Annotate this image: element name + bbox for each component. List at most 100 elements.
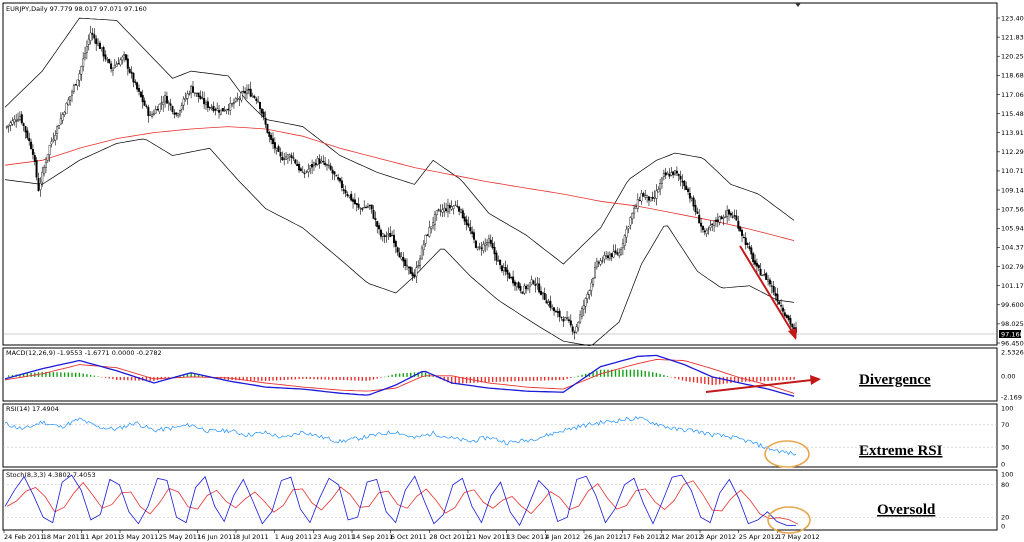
candle-body xyxy=(97,42,100,46)
macd-histogram-bar xyxy=(350,376,352,381)
candle-body xyxy=(145,105,148,107)
candle-body xyxy=(573,332,576,334)
macd-histogram-bar xyxy=(313,376,315,380)
price-axis-label: 118.680 xyxy=(1001,72,1024,80)
time-axis-label: 21 Nov 2011 xyxy=(468,533,510,541)
macd-histogram-bar xyxy=(577,375,579,377)
macd-histogram-bar xyxy=(190,372,192,377)
macd-histogram-bar xyxy=(547,376,550,381)
macd-histogram-bar xyxy=(343,376,345,381)
macd-histogram-bar xyxy=(514,376,516,382)
candle-body xyxy=(249,88,252,97)
macd-histogram-bar xyxy=(622,369,624,377)
candle-body xyxy=(661,177,664,184)
macd-histogram-bar xyxy=(592,371,594,377)
candle-body xyxy=(521,291,524,294)
macd-histogram-bar xyxy=(246,376,248,381)
chart-shift-marker-icon[interactable] xyxy=(795,3,801,7)
candle-body xyxy=(508,273,511,279)
macd-histogram-bar xyxy=(748,376,751,382)
candle-body xyxy=(247,88,250,91)
candle-body xyxy=(636,198,639,209)
candle-body xyxy=(387,233,390,235)
macd-histogram-bar xyxy=(413,372,416,377)
candle-body xyxy=(590,282,593,291)
candle-body xyxy=(532,280,535,284)
candle-body xyxy=(497,260,500,262)
candle-body xyxy=(422,244,425,250)
candle-body xyxy=(259,101,262,109)
candle-body xyxy=(48,145,51,155)
divergence-arrowhead-icon xyxy=(810,375,821,385)
time-axis-label: 12 Mar 2012 xyxy=(661,533,702,541)
candle-body xyxy=(212,105,215,112)
candle-body xyxy=(759,268,762,276)
candle-body xyxy=(541,291,544,294)
macd-histogram-bar xyxy=(789,376,792,380)
candle-body xyxy=(478,246,481,248)
macd-histogram-bar xyxy=(89,374,92,377)
macd-histogram-bar xyxy=(108,376,110,379)
macd-histogram-bar xyxy=(67,372,69,377)
candle-body xyxy=(696,211,699,214)
time-axis-label: 23 Aug 2011 xyxy=(313,533,355,541)
candle-body xyxy=(210,107,213,110)
candle-body xyxy=(231,103,234,106)
candle-body xyxy=(739,226,742,232)
candle-body xyxy=(433,214,436,225)
candle-body xyxy=(608,254,611,259)
macd-histogram-bar xyxy=(503,376,505,382)
annotation-divergence: Divergence xyxy=(859,372,931,388)
candle-body xyxy=(376,221,379,227)
candle-body xyxy=(536,283,539,285)
candle-body xyxy=(683,180,686,187)
candle-body xyxy=(13,118,16,123)
candle-body xyxy=(677,173,680,176)
candle-body xyxy=(160,102,163,104)
macd-histogram-bar xyxy=(253,376,256,381)
candle-body xyxy=(688,192,691,199)
price-axis-label: 120.255 xyxy=(1001,53,1024,61)
price-axis-label: 107.565 xyxy=(1001,206,1024,214)
candle-body xyxy=(447,205,450,213)
candle-body xyxy=(307,169,310,173)
candle-body xyxy=(275,147,278,151)
macd-histogram-bar xyxy=(324,376,326,380)
candle-body xyxy=(223,110,226,112)
macd-histogram-bar xyxy=(365,376,367,381)
macd-histogram-bar xyxy=(648,371,650,377)
time-axis-label: 28 Oct 2011 xyxy=(429,533,469,541)
macd-histogram-bar xyxy=(45,371,47,377)
macd-histogram-bar xyxy=(149,376,151,381)
candle-body xyxy=(527,284,530,289)
macd-histogram-bar xyxy=(778,376,780,381)
macd-histogram-bar xyxy=(357,376,360,381)
candle-body xyxy=(571,326,574,332)
candle-body xyxy=(37,177,40,191)
candle-body xyxy=(389,233,392,238)
macd-histogram-bar xyxy=(771,376,773,381)
macd-panel-title: MACD(12,26,9) -1.9553 -1.6771 0.0000 -0.… xyxy=(6,349,162,357)
candle-body xyxy=(251,95,254,97)
macd-histogram-bar xyxy=(406,373,408,377)
candle-body xyxy=(204,102,207,105)
candle-body xyxy=(35,160,38,178)
candle-body xyxy=(324,162,327,165)
candle-body xyxy=(484,243,487,246)
candle-body xyxy=(182,98,185,106)
macd-histogram-bar xyxy=(97,376,99,377)
candle-body xyxy=(154,108,157,114)
candle-body xyxy=(313,162,316,166)
candle-body xyxy=(331,169,334,174)
macd-histogram-bar xyxy=(257,376,259,381)
candle-body xyxy=(102,47,105,57)
candle-body xyxy=(272,138,275,145)
candle-body xyxy=(141,94,144,103)
candle-body xyxy=(264,117,267,125)
candle-body xyxy=(139,91,142,97)
candle-body xyxy=(752,253,755,263)
macd-histogram-bar xyxy=(756,376,758,382)
candle-body xyxy=(605,255,608,257)
candle-body xyxy=(638,199,641,201)
